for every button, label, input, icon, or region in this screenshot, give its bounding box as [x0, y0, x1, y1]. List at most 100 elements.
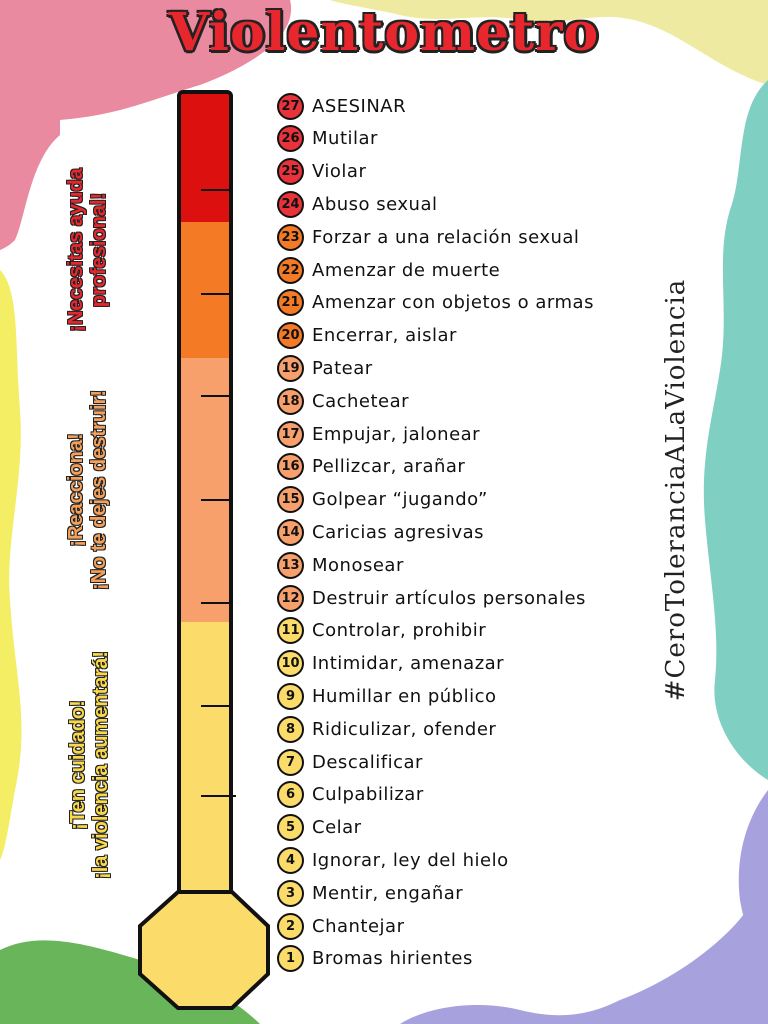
thermometer-red-segment [179, 92, 231, 222]
level-label: Amenzar con objetos o armas [312, 292, 594, 314]
yellow-blob-top [330, 0, 768, 85]
violence-level-item: 3 Mentir, engañar [277, 878, 463, 908]
level-number-badge: 23 [277, 223, 304, 251]
thermometer-orange-segment [179, 222, 231, 358]
level-label: Destruir artículos personales [312, 587, 586, 609]
section-label-line: profesional! [88, 192, 110, 308]
level-label: Empujar, jalonear [312, 423, 481, 445]
level-number-badge: 13 [277, 551, 304, 579]
violence-level-item: 1 Bromas hirientes [277, 944, 473, 974]
teal-blob-right [703, 80, 768, 780]
section-label-line: ¡la violencia aumentará! [90, 651, 112, 879]
violence-level-item: 27 ASESINAR [277, 91, 406, 121]
level-label: ASESINAR [312, 95, 407, 117]
purple-blob-right [738, 790, 768, 960]
violence-level-item: 13 Monosear [277, 550, 404, 580]
violence-level-item: 22 Amenzar de muerte [277, 255, 500, 285]
violence-level-item: 12 Destruir artículos personales [277, 583, 586, 613]
violence-level-item: 5 Celar [277, 813, 362, 843]
level-number-badge: 18 [277, 387, 304, 415]
level-number-badge: 1 [277, 945, 304, 973]
level-label: Ignorar, ley del hielo [312, 849, 509, 871]
level-number-badge: 14 [277, 518, 304, 546]
level-number-badge: 15 [277, 486, 304, 514]
level-label: Bromas hirientes [312, 948, 473, 970]
pink-blob-left [0, 118, 60, 250]
level-number-badge: 17 [277, 420, 304, 448]
section-label-line: ¡No te dejes destruir! [88, 389, 110, 591]
violence-level-item: 14 Caricias agresivas [277, 517, 484, 547]
violence-level-item: 18 Cachetear [277, 386, 409, 416]
level-label: Violar [312, 161, 367, 183]
level-number-badge: 12 [277, 584, 304, 612]
level-label: Controlar, prohibir [312, 620, 487, 642]
level-label: Ridiculizar, ofender [312, 718, 497, 740]
level-number-badge: 21 [277, 289, 304, 317]
level-label: Celar [312, 817, 362, 839]
thermometer-yellow-segment [179, 622, 231, 912]
violence-level-item: 17 Empujar, jalonear [277, 419, 480, 449]
level-label: Descalificar [312, 751, 423, 773]
level-label: Patear [312, 357, 373, 379]
level-label: Culpabilizar [312, 784, 424, 806]
violence-level-item: 19 Patear [277, 353, 373, 383]
level-number-badge: 5 [277, 814, 304, 842]
page-title: Violentometro [168, 2, 600, 63]
violence-level-item: 9 Humillar en público [277, 681, 497, 711]
violence-level-item: 4 Ignorar, ley del hielo [277, 845, 509, 875]
level-number-badge: 25 [277, 158, 304, 186]
yellow-blob-left [0, 270, 22, 860]
level-number-badge: 7 [277, 748, 304, 776]
level-number-badge: 6 [277, 781, 304, 809]
level-number-badge: 4 [277, 846, 304, 874]
violence-level-item: 21 Amenzar con objetos o armas [277, 288, 594, 318]
violence-level-item: 6 Culpabilizar [277, 780, 424, 810]
level-number-badge: 24 [277, 190, 304, 218]
level-label: Intimidar, amenazar [312, 653, 505, 675]
violence-level-item: 15 Golpear “jugando” [277, 485, 488, 515]
level-label: Pellizcar, arañar [312, 456, 466, 478]
violence-level-item: 2 Chantejar [277, 911, 404, 941]
violence-level-item: 7 Descalificar [277, 747, 423, 777]
thermometer-ticks [201, 189, 236, 797]
level-number-badge: 9 [277, 682, 304, 710]
level-number-badge: 22 [277, 256, 304, 284]
section-label-line: ¡Ten cuidado! [67, 700, 89, 830]
level-label: Mutilar [312, 128, 378, 150]
level-number-badge: 20 [277, 322, 304, 350]
level-number-badge: 10 [277, 650, 304, 678]
thermometer-salmon-segment [179, 358, 231, 622]
section-label-line: ¡Necesitas ayuda [65, 168, 87, 332]
violence-level-item: 23 Forzar a una relación sexual [277, 222, 579, 252]
violence-level-item: 11 Controlar, prohibir [277, 616, 486, 646]
level-label: Cachetear [312, 390, 410, 412]
section-label-line: ¡Reacciona! [65, 433, 87, 547]
level-label: Golpear “jugando” [312, 489, 488, 511]
hashtag-text: #CeroToleranciaALaViolencia [661, 278, 691, 702]
purple-blob-bottom [400, 870, 768, 1024]
level-number-badge: 2 [277, 912, 304, 940]
level-label: Amenzar de muerte [312, 259, 501, 281]
level-number-badge: 3 [277, 879, 304, 907]
violence-level-item: 10 Intimidar, amenazar [277, 649, 504, 679]
pink-blob [0, 0, 292, 200]
section-label-professional-help: ¡Necesitas ayuda profesional! [65, 140, 135, 360]
level-number-badge: 19 [277, 354, 304, 382]
level-number-badge: 27 [277, 92, 304, 120]
violence-level-item: 26 Mutilar [277, 124, 378, 154]
violence-level-item: 8 Ridiculizar, ofender [277, 714, 496, 744]
section-label-be-careful: ¡Ten cuidado! ¡la violencia aumentará! [67, 635, 137, 895]
violence-level-item: 24 Abuso sexual [277, 189, 438, 219]
level-label: Humillar en público [312, 685, 497, 707]
level-number-badge: 11 [277, 617, 304, 645]
level-label: Encerrar, aislar [312, 325, 457, 347]
level-label: Abuso sexual [312, 193, 438, 215]
level-label: Caricias agresivas [312, 521, 485, 543]
level-label: Mentir, engañar [312, 882, 464, 904]
thermometer-bulb [138, 890, 270, 1010]
violence-level-item: 20 Encerrar, aislar [277, 321, 457, 351]
level-label: Forzar a una relación sexual [312, 226, 580, 248]
level-label: Monosear [312, 554, 404, 576]
level-number-badge: 16 [277, 453, 304, 481]
